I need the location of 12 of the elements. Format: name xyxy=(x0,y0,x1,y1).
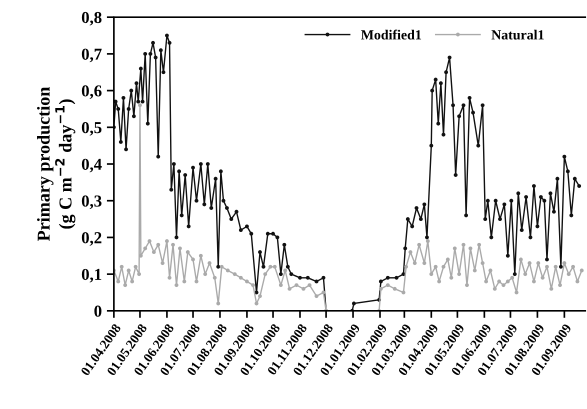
y-tick-label: 0,3 xyxy=(82,195,102,210)
y-tick-label: 0 xyxy=(94,306,102,317)
y-tick-label: 0,1 xyxy=(82,268,102,282)
y-tick-label: 0,8 xyxy=(82,12,102,26)
y-tick-label: 0,4 xyxy=(82,158,102,172)
y-tick-label: 0,5 xyxy=(82,122,102,136)
legend-label: Natural1 xyxy=(491,30,544,40)
y-tick-label: 0,6 xyxy=(82,85,102,99)
legend-label: Modified1 xyxy=(361,30,422,40)
y-axis-title: Primary production (g C m$^{−2}$ day$^{−1}$) xyxy=(37,86,76,242)
y-tick-label: 0,2 xyxy=(82,232,102,246)
y-tick-label: 0,7 xyxy=(82,48,102,62)
